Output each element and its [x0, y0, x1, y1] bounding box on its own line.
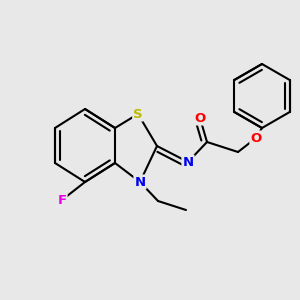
Text: N: N	[182, 155, 194, 169]
Text: N: N	[134, 176, 146, 188]
Text: O: O	[194, 112, 206, 124]
Text: F: F	[57, 194, 67, 206]
Text: O: O	[250, 131, 262, 145]
Text: S: S	[133, 107, 143, 121]
